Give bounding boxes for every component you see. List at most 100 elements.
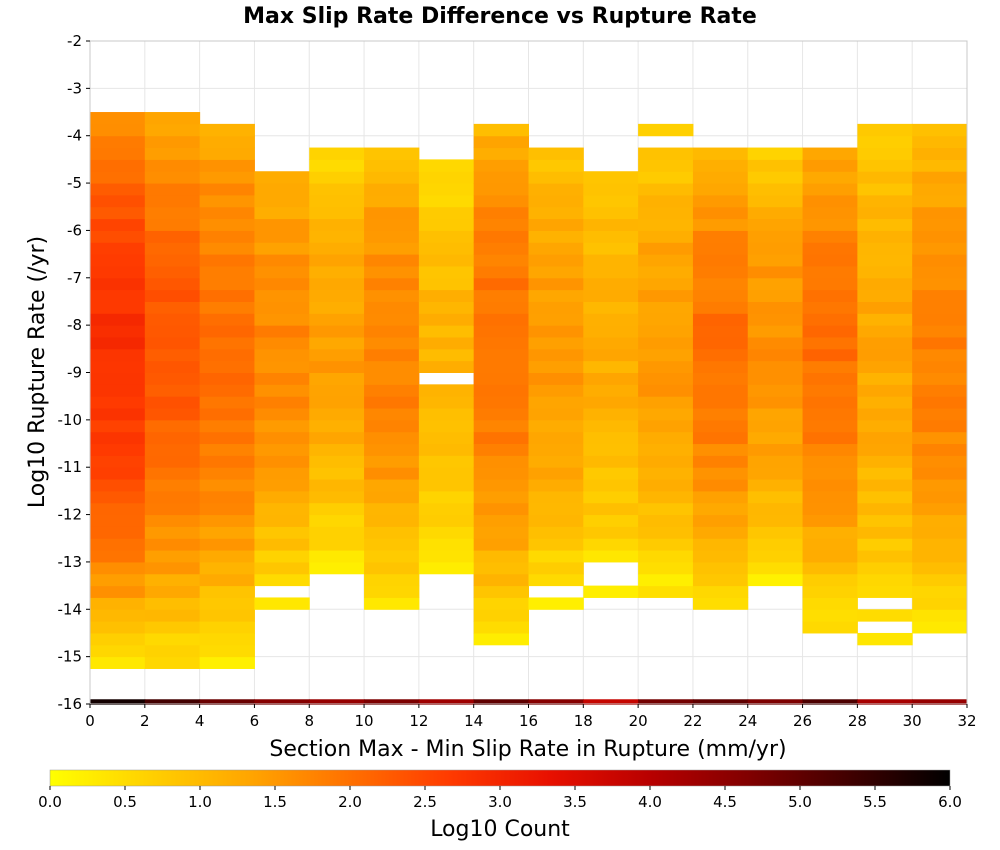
y-tick-label: -9: [67, 364, 82, 382]
heatmap-cell: [857, 479, 913, 492]
heatmap-cell: [912, 372, 968, 385]
heatmap-cell: [638, 408, 694, 421]
heatmap-cell: [638, 573, 694, 587]
heatmap-cell: [912, 348, 968, 362]
heatmap-cell: [473, 183, 529, 196]
heatmap-cell: [473, 467, 529, 480]
heatmap-cell: [144, 313, 201, 326]
x-tick-label: 16: [519, 712, 538, 730]
heatmap-cell: [692, 502, 749, 516]
heatmap-cell: [528, 573, 584, 587]
heatmap-cell: [199, 408, 255, 421]
marginal-cell: [638, 699, 694, 705]
heatmap-cell: [692, 183, 749, 196]
heatmap-cell: [418, 384, 475, 397]
heatmap-cell: [364, 419, 420, 433]
marginal-cell: [90, 699, 146, 705]
x-tick-label: 26: [793, 712, 812, 730]
heatmap-cell: [802, 147, 858, 160]
colorbar-tick-label: 0.5: [113, 793, 137, 811]
heatmap-cell: [638, 502, 694, 516]
heatmap-cell: [747, 467, 804, 480]
marginal-cell: [528, 699, 584, 705]
heatmap-cell: [802, 265, 858, 279]
heatmap-cell: [802, 206, 858, 220]
heatmap-cell: [199, 431, 255, 445]
heatmap-cell: [802, 550, 858, 563]
heatmap-cell: [309, 455, 365, 468]
heatmap-cell: [364, 242, 420, 255]
heatmap-cell: [583, 289, 639, 302]
heatmap-cell: [802, 289, 858, 302]
heatmap-cell: [199, 609, 255, 622]
heatmap-cell: [90, 325, 146, 338]
marginal-bar: [90, 699, 968, 705]
heatmap-cell: [309, 277, 365, 291]
heatmap-cell: [254, 502, 310, 516]
heatmap-cell: [583, 443, 639, 456]
heatmap-cell: [638, 467, 694, 480]
heatmap-cell: [583, 538, 639, 551]
heatmap-cell: [473, 538, 529, 551]
heatmap-cell: [418, 242, 475, 255]
heatmap-cell: [528, 301, 584, 314]
heatmap-cell: [747, 479, 804, 492]
heatmap-cell: [857, 396, 913, 409]
colorbar-label: Log10 Count: [430, 817, 570, 842]
heatmap-cell: [144, 135, 201, 149]
heatmap-cell: [90, 644, 146, 658]
heatmap-cell: [418, 348, 475, 362]
heatmap-cell: [90, 561, 146, 575]
heatmap-cell: [528, 289, 584, 302]
heatmap-cell: [254, 336, 310, 350]
marginal-cell: [199, 699, 255, 705]
x-tick-label: 12: [409, 712, 428, 730]
heatmap-cell: [583, 490, 639, 504]
heatmap-cell: [90, 621, 146, 634]
heatmap-cell: [747, 242, 804, 255]
heatmap-cell: [528, 502, 584, 516]
heatmap-cell: [90, 171, 146, 184]
heatmap-cell: [309, 490, 365, 504]
heatmap-cell: [144, 301, 201, 314]
heatmap-cell: [473, 396, 529, 409]
heatmap-cell: [583, 277, 639, 291]
heatmap-cell: [692, 206, 749, 220]
heatmap-cell: [199, 254, 255, 267]
heatmap-cell: [418, 443, 475, 456]
x-tick-label: 0: [85, 712, 95, 730]
heatmap-cell: [254, 325, 310, 338]
heatmap-cell: [857, 183, 913, 196]
heatmap-cell: [199, 573, 255, 587]
heatmap-cell: [309, 396, 365, 409]
heatmap-cell: [912, 526, 968, 539]
heatmap-cell: [747, 431, 804, 445]
heatmap-cell: [199, 360, 255, 373]
heatmap-cell: [802, 419, 858, 433]
heatmap-cell: [418, 455, 475, 468]
colorbar-tick-label: 4.5: [713, 793, 737, 811]
heatmap-cell: [309, 372, 365, 385]
heatmap-cell: [309, 242, 365, 255]
heatmap-cell: [692, 230, 749, 243]
heatmap-cell: [747, 502, 804, 516]
y-axis-ticks: -2 -3 -4 -5 -6 -7 -8 -9 -10 -11 -12 -13 -14 -15 -16: [58, 32, 90, 713]
colorbar-tick-label: 3.0: [488, 793, 512, 811]
heatmap-cell: [309, 561, 365, 575]
heatmap-cell: [418, 408, 475, 421]
heatmap-cell: [144, 265, 201, 279]
heatmap-cell: [254, 455, 310, 468]
heatmap-cell: [418, 218, 475, 231]
heatmap-cell: [364, 218, 420, 231]
heatmap-cell: [418, 265, 475, 279]
heatmap-cell: [309, 550, 365, 563]
heatmap-cell: [747, 230, 804, 243]
heatmap-cell: [90, 585, 146, 598]
heatmap-cell: [473, 502, 529, 516]
heatmap-cell: [857, 254, 913, 267]
colorbar-tick-label: 4.0: [638, 793, 662, 811]
heatmap-cell: [254, 313, 310, 326]
heatmap-cell: [912, 597, 968, 610]
heatmap-cell: [199, 289, 255, 302]
heatmap-cell: [692, 313, 749, 326]
